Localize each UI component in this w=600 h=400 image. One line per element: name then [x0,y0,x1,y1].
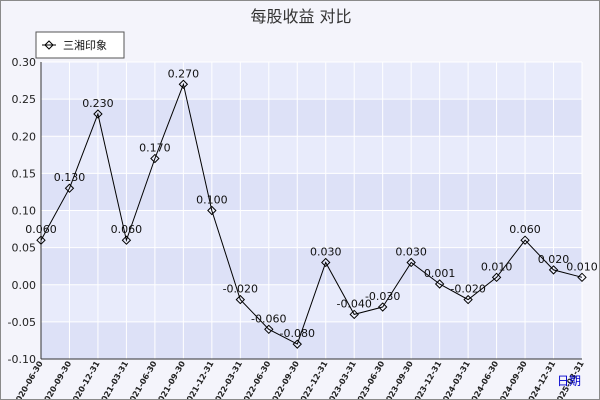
x-tick-label: 2021-03-31 [97,359,131,399]
data-point [520,235,530,245]
data-label: 0.001 [424,267,456,280]
data-label: 0.010 [481,260,513,273]
data-point [178,79,189,89]
y-tick-label: 0.05 [12,242,37,255]
y-tick-label: 0.15 [12,167,37,180]
x-tick-label: 2020-12-31 [68,359,102,399]
x-axis-name: 日期 [557,374,581,388]
x-tick-label: 2022-12-31 [296,359,330,399]
data-label: 0.060 [25,223,57,236]
data-point [377,302,388,312]
data-point [235,294,246,305]
data-label: 0.270 [168,67,200,80]
data-point [64,183,75,193]
data-point [207,205,217,216]
data-label: -0.080 [280,327,315,340]
y-axis: 0.30 0.25 0.20 0.15 0.10 0.05 0.00 -0.05 -0.10 [8,56,36,366]
y-tick-label: -0.05 [8,316,36,329]
y-tick-label: 0.30 [12,56,37,69]
data-label: 0.170 [139,142,171,155]
legend: 三湘印象 [35,31,125,59]
data-point [292,339,302,349]
x-tick-label: 2021-06-30 [125,359,159,399]
data-point [577,272,587,283]
y-tick-label: 0.25 [12,93,37,106]
x-tick-label: 2022-06-30 [239,359,273,399]
data-label: 0.230 [82,97,114,110]
data-point [321,257,331,268]
legend-marker-icon [44,40,54,50]
data-label: 0.030 [310,245,342,258]
x-tick-label: 2023-09-30 [382,359,416,399]
x-tick-label: 2024-12-31 [524,359,558,399]
x-tick-label: 2023-03-31 [325,359,359,399]
data-point [491,272,502,283]
data-point [463,294,473,305]
data-label: 0.100 [196,194,228,207]
data-label: -0.060 [251,312,286,325]
y-tick-label: 0.00 [12,279,37,292]
x-tick-label: 2022-03-31 [211,359,245,399]
data-point [264,324,274,335]
data-point [548,265,559,275]
plot-band [41,210,582,248]
plot-band [41,62,582,100]
x-tick-label: 2021-09-30 [154,359,188,399]
series-line [40,82,583,345]
y-tick-label: 0.20 [12,130,37,143]
plot-band [41,136,582,174]
data-label: 0.020 [538,253,570,266]
x-tick-label: 2022-09-30 [268,359,302,399]
x-axis: 2020-06-302020-09-302020-12-312021-03-31… [11,359,586,399]
chart-title: 每股收益 对比 [250,7,351,26]
x-tick-label: 2021-12-31 [182,359,216,399]
data-point [434,279,445,289]
x-tick-label: 2024-06-30 [467,359,501,399]
data-label: 0.010 [566,260,598,273]
x-tick-label: 2020-09-30 [40,359,74,399]
y-tick-label: 0.10 [12,205,37,218]
data-point [406,257,416,268]
data-point [150,153,160,164]
data-label: 0.060 [509,223,541,236]
x-tick-label: 2024-03-31 [438,359,472,399]
data-point [93,109,103,119]
legend-label: 三湘印象 [63,38,107,52]
data-label: 0.130 [54,171,86,184]
data-label: -0.020 [450,283,485,296]
x-tick-label: 2024-09-30 [495,359,529,399]
data-label: -0.020 [223,283,258,296]
data-point [121,235,132,245]
y-tick-label: -0.10 [8,353,36,366]
data-label: 0.030 [395,245,427,258]
data-label: 0.060 [111,223,143,236]
data-point [349,309,359,320]
data-label: -0.030 [365,290,400,303]
x-tick-label: 2023-06-30 [353,359,387,399]
data-labels: 0.060 0.130 0.230 0.060 0.170 0.270 0.100 -0.02… [25,67,598,340]
data-label: -0.040 [336,297,371,310]
data-point [36,235,46,245]
x-tick-label: 2023-12-31 [410,359,444,399]
series-line-group [36,79,587,349]
